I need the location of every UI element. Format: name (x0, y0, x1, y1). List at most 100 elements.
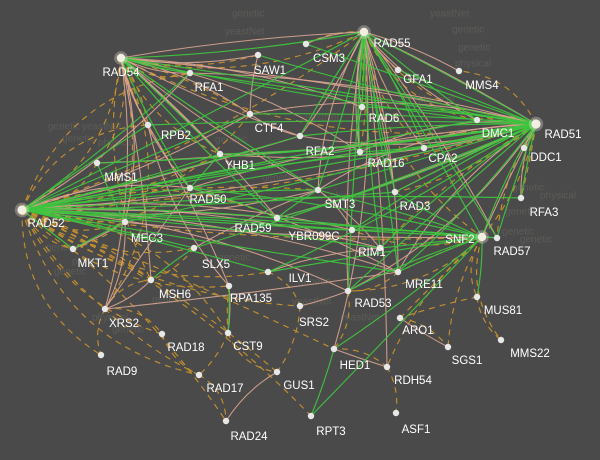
graph-node[interactable] (330, 345, 338, 353)
graph-edge (447, 236, 483, 348)
graph-edge (299, 31, 365, 137)
graph-node[interactable] (359, 27, 369, 37)
graph-node[interactable] (17, 205, 27, 215)
graph-node[interactable] (307, 412, 315, 420)
graph-node[interactable] (420, 144, 428, 152)
node-label: MKT1 (78, 258, 109, 270)
graph-node[interactable] (296, 302, 304, 310)
graph-node[interactable] (101, 305, 109, 313)
graph-node[interactable] (93, 159, 101, 167)
graph-edge (317, 31, 365, 191)
graph-node[interactable] (246, 110, 254, 118)
graph-edge (520, 123, 537, 199)
graph-node[interactable] (358, 103, 366, 111)
graph-node[interactable] (186, 184, 194, 192)
node-label: ILV1 (289, 273, 312, 285)
graph-node[interactable] (121, 218, 129, 226)
graph-node[interactable] (493, 234, 501, 242)
graph-edge (317, 31, 365, 191)
graph-edge (363, 31, 537, 125)
graph-edge (317, 123, 537, 191)
graph-node[interactable] (158, 330, 166, 338)
graph-node[interactable] (394, 66, 402, 74)
graph-node[interactable] (444, 343, 452, 351)
graph-node[interactable] (224, 329, 232, 337)
graph-node[interactable] (391, 188, 399, 196)
node-label: RAD18 (167, 342, 204, 354)
graph-node[interactable] (190, 244, 198, 252)
graph-node[interactable] (356, 148, 364, 156)
graph-edge (120, 57, 278, 219)
node-layer[interactable] (14, 25, 544, 425)
graph-node[interactable] (254, 51, 262, 59)
node-label: SGS1 (452, 355, 483, 367)
node-label: MMS4 (465, 80, 499, 92)
graph-edge (97, 308, 106, 356)
node-label: CPA2 (428, 153, 457, 165)
graph-edge (386, 366, 398, 414)
graph-node[interactable] (344, 287, 352, 295)
graph-node[interactable] (97, 351, 105, 359)
graph-edge (458, 70, 537, 125)
graph-edge (120, 57, 361, 153)
graph-edge (72, 221, 126, 250)
graph-node[interactable] (394, 268, 402, 276)
node-label: SLX5 (202, 259, 230, 271)
graph-node[interactable] (497, 336, 505, 344)
graph-edge (147, 124, 230, 287)
graph-node[interactable] (302, 40, 310, 48)
graph-edge (21, 209, 74, 250)
graph-edge (481, 123, 537, 238)
watermark-label: genetic (298, 277, 330, 288)
graph-node[interactable] (455, 67, 463, 75)
graph-node[interactable] (396, 314, 404, 322)
graph-edge (394, 191, 483, 238)
watermark-label: genetic (520, 235, 552, 246)
node-label: RAD53 (354, 298, 391, 310)
graph-node[interactable] (225, 282, 233, 290)
graph-edge (299, 290, 349, 307)
graph-node[interactable] (473, 116, 481, 124)
graph-edge (249, 113, 537, 125)
graph-node[interactable] (383, 363, 391, 371)
graph-node[interactable] (264, 268, 272, 276)
graph-node[interactable] (392, 409, 400, 417)
graph-node[interactable] (348, 226, 356, 234)
graph-edge (347, 236, 483, 292)
graph-edge (21, 209, 483, 238)
graph-node[interactable] (116, 53, 126, 63)
graph-node[interactable] (273, 368, 281, 376)
graph-node[interactable] (520, 144, 528, 152)
graph-edge (21, 124, 149, 211)
graph-node[interactable] (222, 417, 230, 425)
graph-node[interactable] (147, 276, 155, 284)
graph-node[interactable] (531, 119, 541, 129)
node-label: RDH54 (394, 375, 432, 387)
graph-node[interactable] (144, 121, 152, 129)
graph-node[interactable] (186, 69, 194, 77)
graph-edge (399, 317, 449, 348)
graph-node[interactable] (216, 150, 224, 158)
node-label: GFA1 (403, 74, 432, 86)
watermark-label: yeastNet (340, 313, 380, 324)
graph-node[interactable] (376, 244, 384, 252)
graph-node[interactable] (473, 293, 481, 301)
graph-node[interactable] (517, 194, 525, 202)
node-label: DMC1 (482, 128, 515, 140)
graph-node[interactable] (69, 245, 77, 253)
graph-node[interactable] (314, 186, 322, 194)
graph-node[interactable] (273, 214, 281, 222)
graph-edge (299, 31, 365, 137)
graph-edge (267, 123, 537, 273)
graph-edge (21, 209, 353, 231)
graph-edge (120, 57, 221, 155)
watermark-label: genetic (505, 207, 537, 218)
graph-node[interactable] (296, 132, 304, 140)
graph-node[interactable] (477, 232, 487, 242)
node-label: MEC3 (131, 233, 163, 245)
watermark-label: genetic (54, 267, 86, 278)
graph-edge (21, 113, 251, 211)
graph-node[interactable] (195, 371, 203, 379)
